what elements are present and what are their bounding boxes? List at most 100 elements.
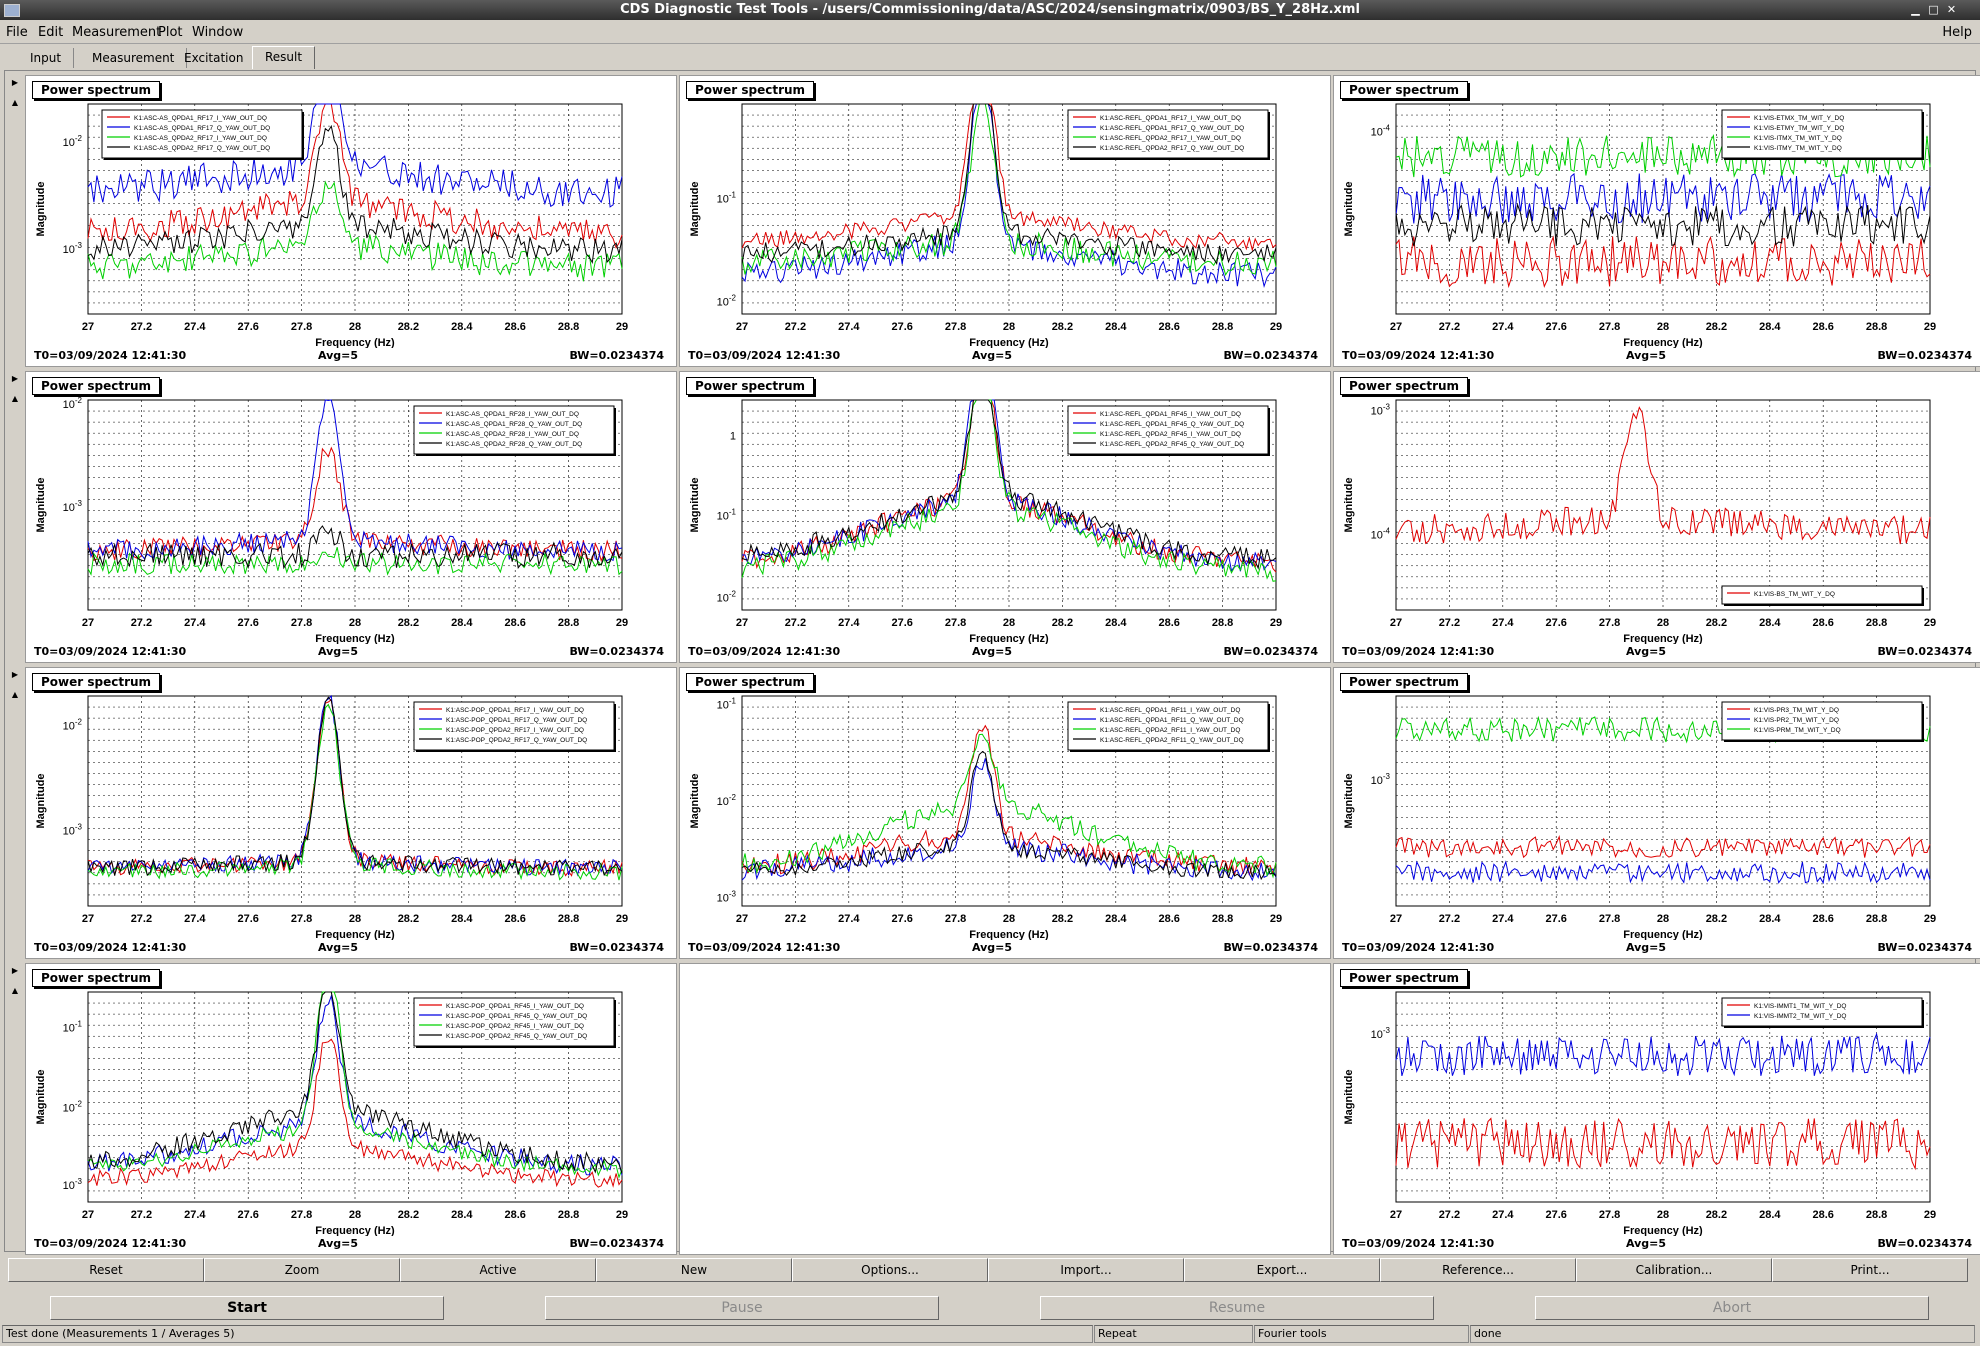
legend-box xyxy=(1067,405,1269,455)
plot-canvas[interactable]: 27 27.2 27.4 27.6 27.8 28 28.2 28.4 28.6 28.8 29 10… xyxy=(26,372,676,644)
tab-result[interactable]: Result xyxy=(252,46,316,69)
plot-avg: Avg=5 xyxy=(318,941,359,954)
x-tick-label: 27.6 xyxy=(1545,1209,1566,1221)
panel-expand-icon[interactable]: ▶ xyxy=(9,373,21,385)
x-tick-label: 29 xyxy=(1924,1209,1936,1221)
x-axis-label: Frequency (Hz) xyxy=(1623,929,1703,940)
panel-scroll-icon[interactable]: ▲ xyxy=(9,393,21,405)
plot-canvas[interactable]: 27 27.2 27.4 27.6 27.8 28 28.2 28.4 28.6 28.8 29 1 1… xyxy=(680,372,1330,644)
y-tick-label: 10-3 xyxy=(63,1177,83,1192)
plot-canvas[interactable]: 27 27.2 27.4 27.6 27.8 28 28.2 28.4 28.6 28.8 29 10… xyxy=(680,76,1330,348)
result-area: ▶▲▶▲▶▲▶▲▶▲▶▲▶▲▶▲▶▲▶▲▶▲▶▲Power spectrum27… xyxy=(4,70,1980,1255)
legend-entry: K1:VIS-ITMY_TM_WIT_Y_DQ xyxy=(1754,145,1842,152)
x-tick-label: 28.2 xyxy=(398,913,419,925)
x-tick-label: 27.2 xyxy=(785,321,806,333)
plot-panel-p12[interactable]: Power spectrum 27 27.2 27.4 27.6 27.8 28 28.2 28… xyxy=(1333,963,1980,1255)
close-icon[interactable]: ✕ xyxy=(1946,3,1957,16)
series-line xyxy=(1395,835,1931,859)
panel-expand-icon[interactable]: ▶ xyxy=(9,669,21,681)
x-tick-label: 27.2 xyxy=(131,321,152,333)
export-button[interactable]: Export... xyxy=(1184,1258,1380,1282)
tab-excitation[interactable]: Excitation xyxy=(172,48,257,68)
zoom-button[interactable]: Zoom xyxy=(204,1258,400,1282)
maximize-icon[interactable]: □ xyxy=(1928,3,1939,16)
plot-panel-p9[interactable]: Power spectrum 27 27.2 27.4 27.6 27.8 28 28.2 28… xyxy=(1333,667,1980,959)
tab-input[interactable]: Input xyxy=(18,48,75,68)
plot-canvas[interactable]: 27 27.2 27.4 27.6 27.8 28 28.2 28.4 28.6 28.8 29 10… xyxy=(26,964,676,1236)
plot-canvas[interactable]: 27 27.2 27.4 27.6 27.8 28 28.2 28.4 28.6 28.8 29 10… xyxy=(26,668,676,940)
plot-canvas[interactable]: 27 27.2 27.4 27.6 27.8 28 28.2 28.4 28.6 28.8 29 10… xyxy=(1334,668,1980,940)
plot-avg: Avg=5 xyxy=(318,1237,359,1250)
plot-canvas[interactable]: 27 27.2 27.4 27.6 27.8 28 28.2 28.4 28.6 28.8 29 10… xyxy=(680,668,1330,940)
active-button[interactable]: Active xyxy=(400,1258,596,1282)
plot-canvas[interactable]: 27 27.2 27.4 27.6 27.8 28 28.2 28.4 28.6 28.8 29 10… xyxy=(1334,372,1980,644)
series-line xyxy=(87,991,623,1179)
y-tick-label: 10-3 xyxy=(63,241,83,256)
menu-file[interactable]: File xyxy=(6,25,28,40)
panel-scroll-icon[interactable]: ▲ xyxy=(9,689,21,701)
reference-button[interactable]: Reference... xyxy=(1380,1258,1576,1282)
legend-entry: K1:ASC-REFL_QPDA1_RF11_I_YAW_OUT_DQ xyxy=(1100,707,1240,714)
plot-panel-p8[interactable]: Power spectrum 27 27.2 27.4 27.6 27.8 28 28.2 28… xyxy=(679,667,1331,959)
tab-measurement[interactable]: Measurement xyxy=(80,48,188,68)
abort-button[interactable]: Abort xyxy=(1535,1296,1929,1320)
legend-entry: K1:ASC-REFL_QPDA1_RF11_Q_YAW_OUT_DQ xyxy=(1100,717,1244,724)
start-button[interactable]: Start xyxy=(50,1296,444,1320)
window-menu-icon[interactable] xyxy=(4,4,20,17)
import-button[interactable]: Import... xyxy=(988,1258,1184,1282)
plot-panel-p4[interactable]: Power spectrum 27 27.2 27.4 27.6 27.8 28 28.2 28… xyxy=(25,371,677,663)
plot-t0: T0=03/09/2024 12:41:30 xyxy=(1342,941,1495,954)
x-tick-label: 27 xyxy=(736,321,748,333)
panel-expand-icon[interactable]: ▶ xyxy=(9,77,21,89)
y-axis-label: Magnitude xyxy=(35,774,47,829)
menu-help[interactable]: Help xyxy=(1942,25,1972,40)
legend-box xyxy=(1721,997,1923,1027)
options-button[interactable]: Options... xyxy=(792,1258,988,1282)
legend-entry: K1:ASC-REFL_QPDA2_RF17_Q_YAW_OUT_DQ xyxy=(1100,145,1244,152)
plot-panel-p3[interactable]: Power spectrum 27 27.2 27.4 27.6 27.8 28 28.2 28… xyxy=(1333,75,1980,367)
x-tick-label: 28 xyxy=(1657,1209,1669,1221)
plot-canvas[interactable]: 27 27.2 27.4 27.6 27.8 28 28.2 28.4 28.6 28.8 29 10… xyxy=(26,76,676,348)
menu-plot[interactable]: Plot xyxy=(158,25,183,40)
plot-canvas[interactable]: 27 27.2 27.4 27.6 27.8 28 28.2 28.4 28.6 28.8 29 10… xyxy=(1334,964,1980,1236)
resume-button[interactable]: Resume xyxy=(1040,1296,1434,1320)
plot-panel-p1[interactable]: Power spectrum 27 27.2 27.4 27.6 27.8 28 28.2 28… xyxy=(25,75,677,367)
x-tick-label: 28.2 xyxy=(1052,617,1073,629)
title-bar: CDS Diagnostic Test Tools - /users/Commi… xyxy=(0,0,1980,20)
plot-bw: BW=0.0234374 xyxy=(569,349,664,362)
menu-edit[interactable]: Edit xyxy=(38,25,64,40)
x-tick-label: 28.2 xyxy=(1706,1209,1727,1221)
x-tick-label: 27.4 xyxy=(1492,913,1514,925)
reset-button[interactable]: Reset xyxy=(8,1258,204,1282)
menu-measurement[interactable]: Measurement xyxy=(72,25,162,40)
plot-panel-p6[interactable]: Power spectrum 27 27.2 27.4 27.6 27.8 28 28.2 28… xyxy=(1333,371,1980,663)
x-tick-label: 28.4 xyxy=(1105,617,1127,629)
plot-panel-p7[interactable]: Power spectrum 27 27.2 27.4 27.6 27.8 28 28.2 28… xyxy=(25,667,677,959)
panel-scroll-icon[interactable]: ▲ xyxy=(9,97,21,109)
y-tick-label: 10-3 xyxy=(63,822,83,837)
plot-panel-p10[interactable]: Power spectrum 27 27.2 27.4 27.6 27.8 28 28.2 28… xyxy=(25,963,677,1255)
plot-panel-p5[interactable]: Power spectrum 27 27.2 27.4 27.6 27.8 28 28.2 28… xyxy=(679,371,1331,663)
x-axis-label: Frequency (Hz) xyxy=(315,337,395,348)
plot-canvas[interactable]: 27 27.2 27.4 27.6 27.8 28 28.2 28.4 28.6 28.8 29 10… xyxy=(1334,76,1980,348)
x-tick-label: 27.8 xyxy=(945,321,966,333)
panel-scroll-icon[interactable]: ▲ xyxy=(9,985,21,997)
x-tick-label: 28.2 xyxy=(1706,617,1727,629)
calibration-button[interactable]: Calibration... xyxy=(1576,1258,1772,1282)
x-tick-label: 27.4 xyxy=(1492,321,1514,333)
plot-panel-p2[interactable]: Power spectrum 27 27.2 27.4 27.6 27.8 28 28.2 28… xyxy=(679,75,1331,367)
status-bar: Test done (Measurements 1 / Averages 5) … xyxy=(2,1325,1978,1343)
window-title: CDS Diagnostic Test Tools - /users/Commi… xyxy=(620,2,1360,17)
minimize-icon[interactable]: ▁ xyxy=(1911,3,1920,16)
print-button[interactable]: Print... xyxy=(1772,1258,1968,1282)
plot-header: Power spectrum xyxy=(32,673,161,691)
legend: K1:ASC-AS_QPDA1_RF17_I_YAW_OUT_DQ K1:ASC-… xyxy=(101,109,304,160)
panel-expand-icon[interactable]: ▶ xyxy=(9,965,21,977)
series-line xyxy=(741,103,1277,277)
new-button[interactable]: New xyxy=(596,1258,792,1282)
menu-window[interactable]: Window xyxy=(192,25,244,40)
legend-entry: K1:ASC-REFL_QPDA2_RF11_I_YAW_OUT_DQ xyxy=(1100,727,1240,734)
pause-button[interactable]: Pause xyxy=(545,1296,939,1320)
legend: K1:ASC-AS_QPDA1_RF28_I_YAW_OUT_DQ K1:ASC-… xyxy=(413,405,616,456)
legend-box xyxy=(413,405,615,455)
